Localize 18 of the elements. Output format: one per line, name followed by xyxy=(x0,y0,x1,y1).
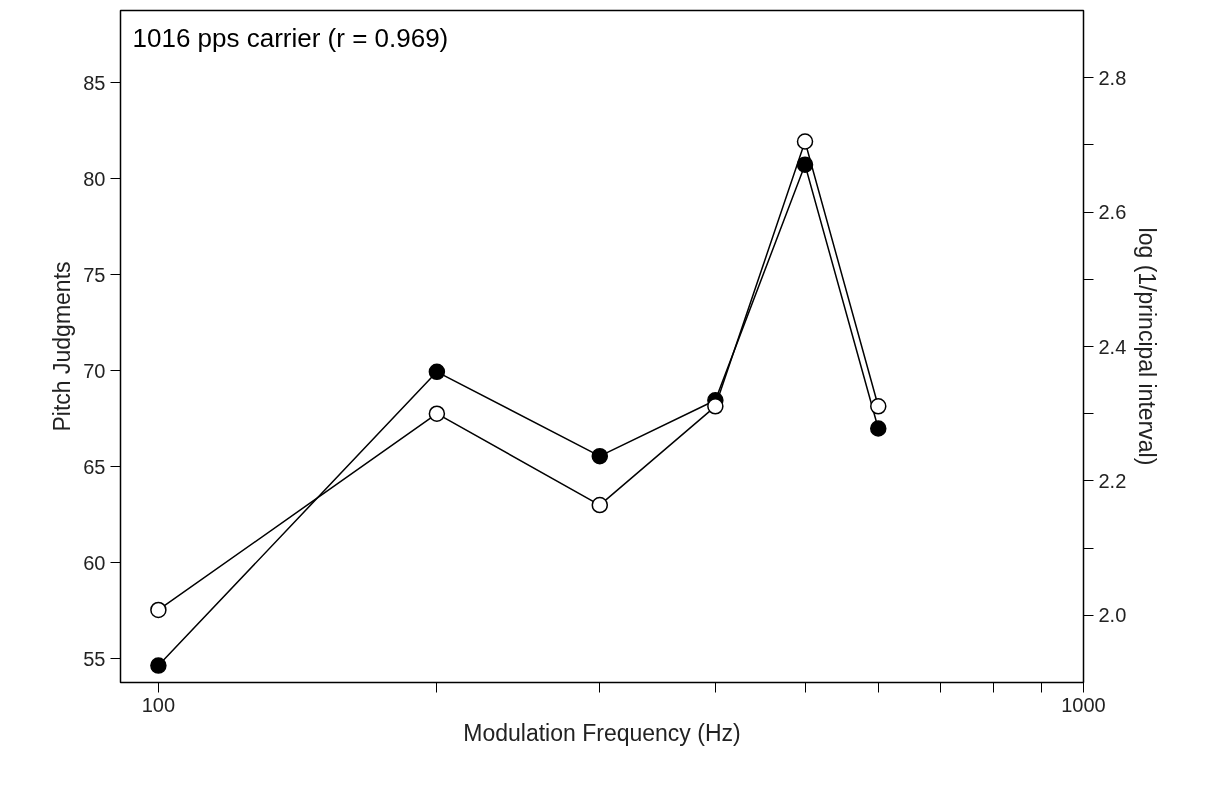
x-tick-label: 1000 xyxy=(1061,693,1106,716)
y-tick-label: 75 xyxy=(83,263,106,286)
y-axis-title: Pitch Judgments xyxy=(49,261,76,432)
y2-tick-label: 2.8 xyxy=(1098,66,1127,89)
y2-tick-label: 2.6 xyxy=(1098,201,1127,224)
y2-tick-label: 2.4 xyxy=(1098,335,1127,358)
y2-tick-label: 2.0 xyxy=(1098,604,1127,627)
y2-tick-label: 2.2 xyxy=(1098,469,1127,492)
y-tick-label: 70 xyxy=(83,359,106,382)
x-axis-title: Modulation Frequency (Hz) xyxy=(463,719,741,746)
y-tick-label: 80 xyxy=(83,167,106,190)
y-tick-label: 60 xyxy=(83,551,106,574)
x-tick-label: 100 xyxy=(141,693,176,716)
text: 1016 pps carrier (r = 0.969) xyxy=(132,22,449,53)
y2-axis-title: log (1/principal interval) xyxy=(1134,227,1161,466)
y-tick-label: 55 xyxy=(83,647,106,670)
y-tick-label: 85 xyxy=(83,71,106,94)
y-tick-label: 65 xyxy=(83,455,106,478)
